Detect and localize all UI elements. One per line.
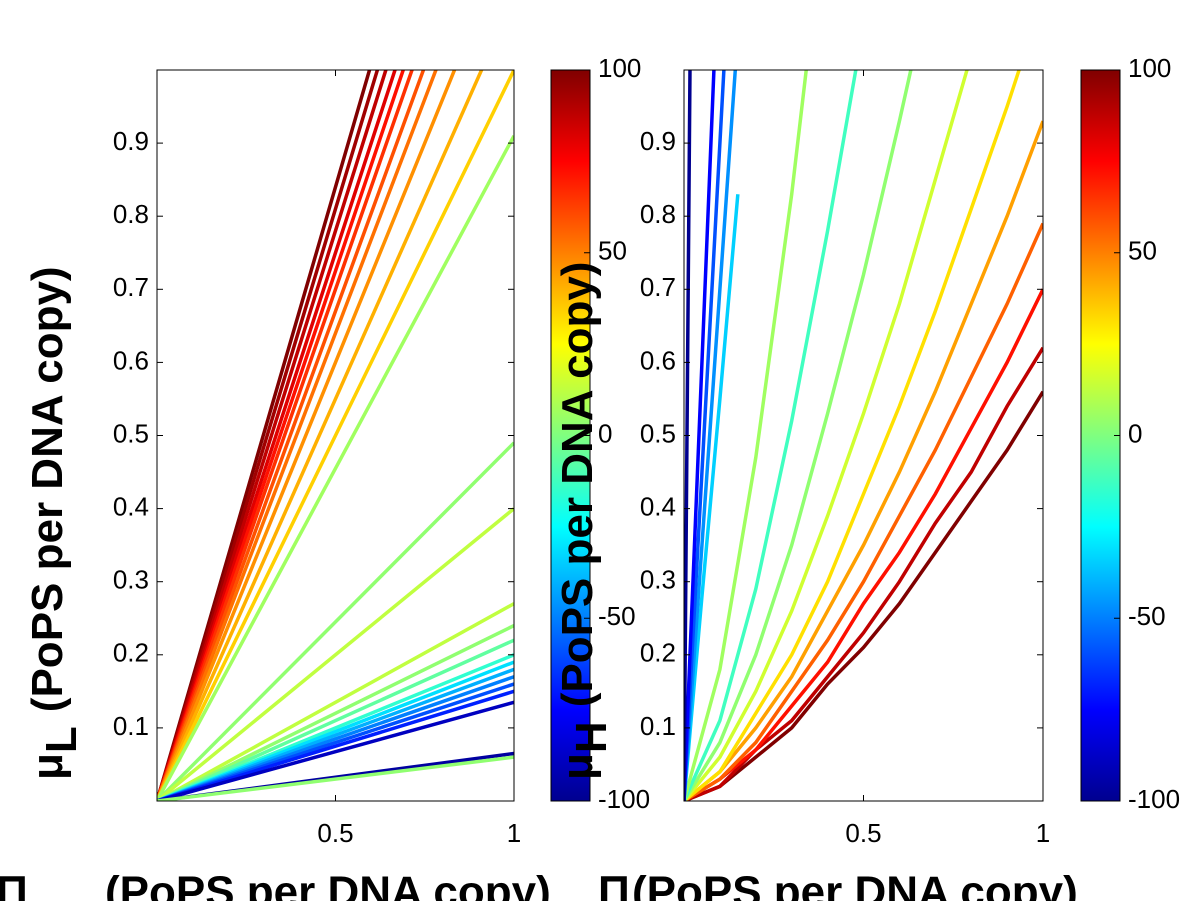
contour-line [157, 70, 514, 801]
contour-line [157, 70, 426, 801]
y-tick-label: 0.3 [113, 565, 149, 595]
y-tick-label: 0.5 [113, 418, 149, 448]
y-tick-label: 0.1 [640, 711, 676, 741]
contour-line [157, 70, 457, 801]
y-axis-label: μL (PoPS per DNA copy) [23, 266, 86, 780]
contour-line [684, 222, 1043, 801]
y-label-subscript: H [567, 721, 616, 753]
y-tick-label: 0.6 [640, 345, 676, 375]
contour-line [684, 288, 1043, 801]
contour-line [157, 638, 514, 801]
y-tick-label: 0.1 [113, 711, 149, 741]
contour-line [157, 689, 514, 801]
contour-line [684, 70, 808, 801]
contour-line [157, 70, 484, 801]
contour-line [157, 70, 397, 801]
y-tick-label: 0.9 [640, 126, 676, 156]
x-axis-label-text: (PoPS per DNA copy) [632, 868, 1078, 901]
contour-line [684, 70, 1021, 801]
y-tick-label: 0.7 [640, 272, 676, 302]
contour-line [157, 70, 388, 801]
x-axis-label-symbol: Π [0, 868, 28, 901]
colorbar-tick-label: -100 [1128, 784, 1180, 814]
y-tick-label: 0.4 [113, 491, 149, 521]
y-tick-label: 0.8 [640, 199, 676, 229]
contour-line [157, 70, 438, 801]
contour-line [684, 194, 740, 801]
y-tick-label: 0.2 [640, 638, 676, 668]
contour-line [684, 70, 969, 801]
contour-line [157, 70, 372, 801]
contour-line [157, 700, 514, 801]
x-tick-label: 0.5 [845, 818, 881, 848]
colorbar-tick-label: -100 [598, 784, 650, 814]
contour-line [157, 602, 514, 801]
y-label-symbol: μ [553, 753, 602, 780]
contour-line [157, 70, 406, 801]
colorbar-tick-label: 0 [1128, 418, 1142, 448]
contour-line [157, 755, 514, 801]
y-label-subscript: L [37, 726, 86, 753]
axes-box [683, 69, 1044, 802]
contour-line [684, 70, 716, 801]
y-axis-label: μH (PoPS per DNA copy) [553, 262, 616, 780]
colorbar-tick-label: 100 [598, 53, 641, 83]
contour-line [157, 623, 514, 801]
colorbar-tick-label: -50 [598, 601, 636, 631]
y-tick-label: 0.3 [640, 565, 676, 595]
contour-line [157, 134, 514, 801]
colorbar-tick-label: 100 [1128, 53, 1171, 83]
colorbar [1080, 69, 1121, 802]
y-tick-label: 0.7 [113, 272, 149, 302]
contour-line [684, 70, 858, 801]
colorbar-tick-label: -50 [1128, 601, 1166, 631]
colorbar-tick-label: 0 [598, 418, 612, 448]
plot-area [684, 70, 1043, 801]
contour-line [684, 120, 1043, 801]
contour-line [684, 70, 913, 801]
colorbar-tick-label: 50 [598, 236, 627, 266]
contour-line [684, 346, 1043, 801]
y-label-text: (PoPS per DNA copy) [553, 262, 602, 708]
x-tick-label: 1 [1036, 818, 1050, 848]
y-label-text: (PoPS per DNA copy) [23, 266, 72, 712]
y-tick-label: 0.8 [113, 199, 149, 229]
contour-line [684, 390, 1043, 801]
x-tick-label: 1 [507, 818, 521, 848]
contour-line [157, 507, 514, 801]
y-tick-label: 0.5 [640, 418, 676, 448]
x-axis-label-symbol: Π [598, 868, 630, 901]
y-tick-label: 0.6 [113, 345, 149, 375]
colorbar-tick-label: 50 [1128, 236, 1157, 266]
contour-line [157, 441, 514, 801]
contour-line [684, 70, 726, 801]
plot-area [157, 70, 514, 801]
y-tick-label: 0.9 [113, 126, 149, 156]
y-tick-label: 0.2 [113, 638, 149, 668]
contour-line [157, 70, 380, 801]
contour-line [684, 70, 738, 801]
x-axis-label-text: (PoPS per DNA copy) [105, 868, 551, 901]
y-tick-label: 0.4 [640, 491, 676, 521]
contour-line [157, 70, 414, 801]
y-label-symbol: μ [23, 753, 72, 780]
x-tick-label: 0.5 [317, 818, 353, 848]
